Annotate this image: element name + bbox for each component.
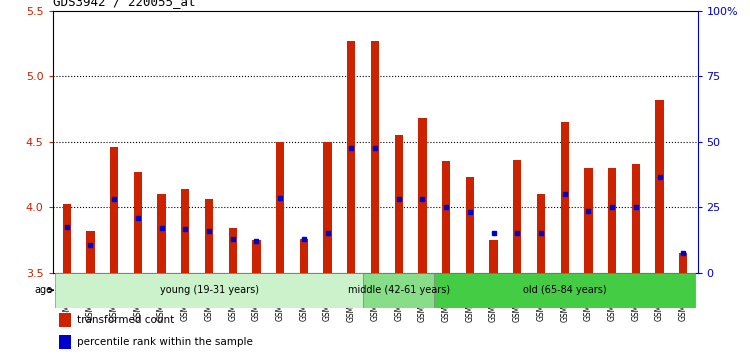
Bar: [363, 273, 434, 308]
Bar: [276, 142, 284, 273]
Text: young (19-31 years): young (19-31 years): [160, 285, 259, 295]
Text: middle (42-61 years): middle (42-61 years): [348, 285, 450, 295]
Text: transformed count: transformed count: [77, 315, 174, 325]
Bar: [134, 172, 142, 273]
Bar: [252, 240, 260, 273]
Bar: [466, 177, 474, 273]
Bar: [110, 147, 118, 273]
Bar: [300, 239, 308, 273]
Bar: [632, 164, 640, 273]
Bar: [584, 168, 592, 273]
Bar: [323, 142, 332, 273]
Bar: [419, 118, 427, 273]
Bar: [490, 240, 498, 273]
Bar: [537, 194, 545, 273]
Text: percentile rank within the sample: percentile rank within the sample: [77, 337, 253, 347]
Bar: [560, 122, 568, 273]
Bar: [86, 231, 94, 273]
Bar: [55, 273, 363, 308]
Bar: [347, 41, 355, 273]
Bar: [158, 194, 166, 273]
Bar: [656, 100, 664, 273]
Bar: [679, 253, 688, 273]
Bar: [205, 199, 213, 273]
Text: age: age: [34, 285, 53, 295]
Text: old (65-84 years): old (65-84 years): [523, 285, 607, 295]
Text: GDS3942 / 220055_at: GDS3942 / 220055_at: [53, 0, 195, 8]
Bar: [513, 160, 521, 273]
Bar: [370, 41, 380, 273]
Bar: [229, 228, 237, 273]
Bar: [59, 335, 70, 349]
Bar: [394, 135, 403, 273]
Bar: [434, 273, 695, 308]
Bar: [182, 189, 190, 273]
Bar: [608, 168, 616, 273]
Bar: [442, 161, 450, 273]
Bar: [62, 205, 71, 273]
Bar: [59, 313, 70, 327]
